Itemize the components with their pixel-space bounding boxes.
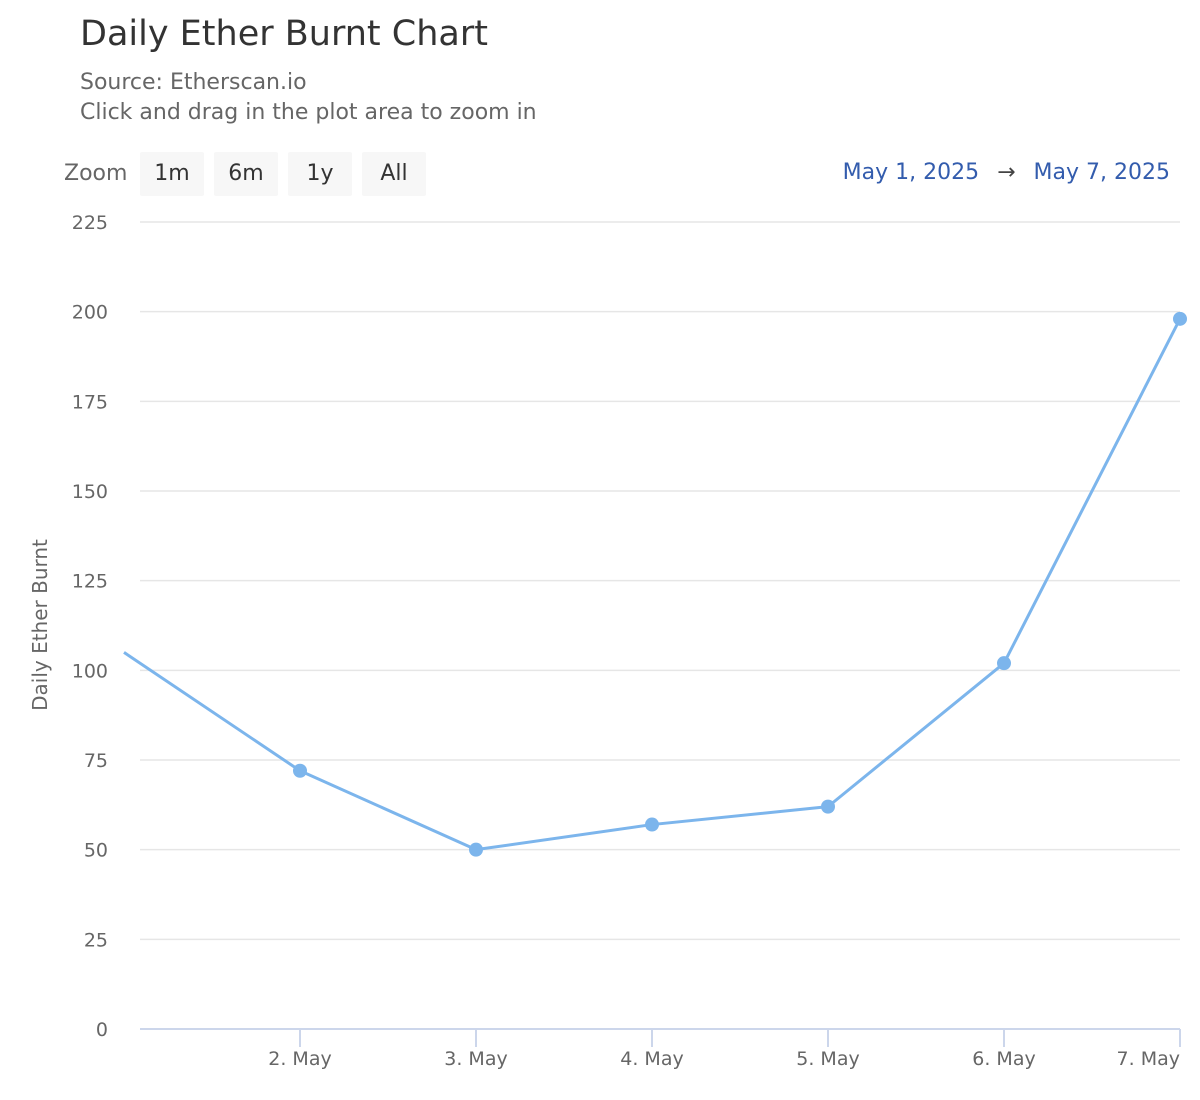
x-tick-label: 3. May	[444, 1048, 507, 1070]
data-point[interactable]	[469, 842, 483, 857]
data-point[interactable]	[821, 799, 835, 814]
range-to-date[interactable]: May 7, 2025	[1033, 160, 1170, 185]
zoom-all-button[interactable]: All	[362, 152, 426, 196]
y-tick-label: 150	[72, 481, 108, 503]
range-arrow-icon: →	[997, 160, 1016, 185]
y-axis-title: Daily Ether Burnt	[28, 539, 52, 711]
data-point[interactable]	[1173, 311, 1187, 326]
grid-lines	[140, 221, 1180, 941]
x-axis: 2. May 3. May 4. May 5. May 6. May 7. May	[140, 1028, 1181, 1070]
y-tick-label: 200	[72, 302, 108, 324]
zoom-label: Zoom	[64, 161, 128, 186]
y-axis-ticks: 0 25 50 75 100 125 150 175 200 225	[72, 212, 108, 1041]
x-tick-label: 6. May	[972, 1048, 1035, 1070]
chart-source: Source: Etherscan.io	[80, 70, 307, 95]
zoom-6m-button[interactable]: 6m	[214, 152, 278, 196]
y-tick-label: 225	[72, 212, 108, 234]
chart-title: Daily Ether Burnt Chart	[80, 14, 488, 54]
range-from-date[interactable]: May 1, 2025	[842, 160, 980, 185]
y-tick-label: 25	[84, 929, 108, 951]
y-tick-label: 125	[72, 571, 108, 593]
y-tick-label: 175	[72, 391, 108, 413]
data-point[interactable]	[645, 817, 659, 832]
data-point[interactable]	[293, 763, 307, 778]
series-polyline	[123, 318, 1182, 852]
series-line[interactable]	[123, 311, 1187, 857]
y-tick-label: 0	[96, 1019, 108, 1041]
zoom-hint: Click and drag in the plot area to zoom …	[80, 100, 537, 125]
y-tick-label: 100	[72, 660, 108, 682]
x-tick-label: 5. May	[796, 1048, 859, 1070]
zoom-1y-button[interactable]: 1y	[288, 152, 352, 196]
data-point[interactable]	[997, 656, 1011, 671]
y-tick-label: 75	[84, 750, 108, 772]
date-range: May 1, 2025 → May 7, 2025	[843, 160, 1170, 185]
x-tick-label: 2. May	[268, 1048, 331, 1070]
zoom-1m-button[interactable]: 1m	[140, 152, 204, 196]
y-tick-label: 50	[84, 840, 108, 862]
x-tick-label: 4. May	[620, 1048, 683, 1070]
x-tick-label: 7. May	[1117, 1048, 1180, 1070]
